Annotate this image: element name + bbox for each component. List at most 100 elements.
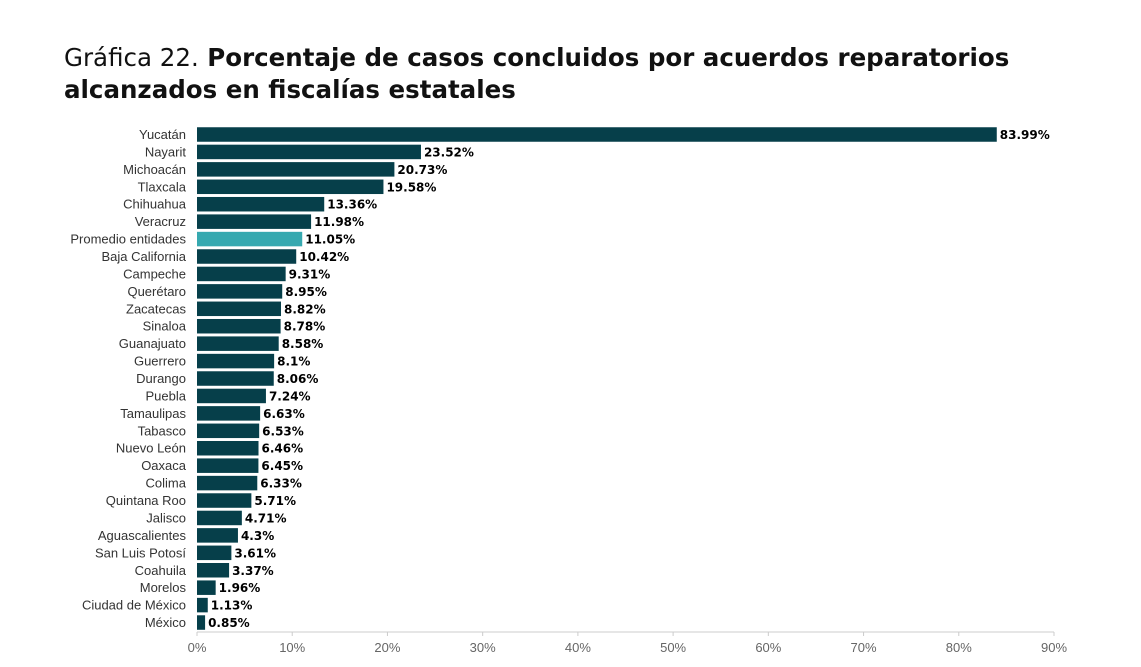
bar [197, 371, 274, 386]
data-label: 4.3% [241, 529, 274, 543]
x-tick-label: 60% [755, 640, 781, 655]
bar [197, 615, 206, 630]
category-label: Michoacán [123, 162, 186, 177]
bar [197, 475, 258, 491]
data-label: 8.58% [282, 337, 324, 351]
bar [197, 284, 283, 299]
category-label: Guerrero [134, 354, 186, 369]
x-tick-label: 50% [660, 640, 686, 655]
data-label: 83.99% [1000, 128, 1050, 142]
bar [197, 127, 997, 142]
data-label: 19.58% [386, 180, 436, 194]
data-label: 6.63% [263, 407, 305, 421]
bar [197, 318, 281, 334]
data-label: 8.1% [277, 355, 310, 369]
x-tick-label: 80% [946, 640, 972, 655]
data-label: 6.33% [260, 477, 302, 491]
category-label: Sinaloa [143, 319, 187, 334]
data-label: 11.98% [314, 215, 364, 229]
data-label: 4.71% [245, 511, 287, 525]
category-label: Coahuila [135, 563, 187, 578]
bar [197, 196, 325, 212]
category-label: México [145, 615, 186, 630]
category-label: Tabasco [138, 423, 186, 438]
x-tick-label: 70% [851, 640, 877, 655]
category-label: Aguascalientes [98, 528, 187, 543]
x-tick-label: 90% [1041, 640, 1067, 655]
data-label: 6.53% [262, 424, 304, 438]
bar [197, 580, 216, 595]
x-tick-label: 10% [279, 640, 305, 655]
bar [197, 563, 230, 578]
x-tick-label: 40% [565, 640, 591, 655]
category-label: Querétaro [127, 284, 186, 299]
x-tick-label: 30% [470, 640, 496, 655]
x-tick-label: 0% [188, 640, 207, 655]
data-label: 1.96% [219, 581, 261, 595]
data-label: 8.95% [285, 285, 327, 299]
bar [197, 231, 303, 247]
data-label: 8.82% [284, 302, 326, 316]
category-label: Zacatecas [126, 301, 186, 316]
data-label: 8.78% [284, 320, 326, 334]
data-label: 3.37% [232, 564, 274, 578]
data-label: 0.85% [208, 616, 250, 630]
bar [197, 440, 259, 456]
bar [197, 528, 238, 543]
category-label: Oaxaca [141, 458, 187, 473]
category-label: Promedio entidades [70, 232, 186, 247]
bar [197, 353, 275, 369]
data-label: 23.52% [424, 145, 474, 159]
bar [197, 249, 297, 264]
category-label: Puebla [146, 388, 187, 403]
bar [197, 162, 395, 177]
bar [197, 336, 279, 351]
chart-title: Gráfica 22. Porcentaje de casos concluid… [64, 42, 1104, 106]
chart-title-prefix: Gráfica 22. [64, 43, 199, 72]
bar [197, 597, 208, 613]
data-label: 9.31% [289, 267, 331, 281]
category-label: Chihuahua [123, 197, 187, 212]
category-label: Colima [146, 476, 187, 491]
chart-title-main: Porcentaje de casos concluidos por acuer… [64, 43, 1010, 104]
data-label: 5.71% [254, 494, 296, 508]
category-label: Jalisco [146, 510, 186, 525]
category-label: Nayarit [145, 144, 187, 159]
category-label: Ciudad de México [82, 598, 186, 613]
category-label: Durango [136, 371, 186, 386]
data-label: 1.13% [211, 599, 253, 613]
bar [197, 545, 232, 561]
data-label: 8.06% [277, 372, 319, 386]
data-label: 20.73% [397, 163, 447, 177]
bar [197, 423, 260, 439]
bar [197, 406, 261, 421]
data-label: 6.45% [261, 459, 303, 473]
data-label: 3.61% [234, 546, 276, 560]
category-label: Quintana Roo [106, 493, 186, 508]
x-tick-label: 20% [374, 640, 400, 655]
category-label: Nuevo León [116, 441, 186, 456]
category-label: Baja California [101, 249, 186, 264]
bar [197, 301, 281, 317]
category-label: Guanajuato [119, 336, 186, 351]
data-label: 7.24% [269, 389, 311, 403]
data-label: 11.05% [305, 233, 355, 247]
bar [197, 388, 266, 404]
category-label: Morelos [140, 580, 187, 595]
category-label: Tlaxcala [138, 179, 187, 194]
bar [197, 214, 312, 229]
bar [197, 510, 242, 526]
bar [197, 458, 259, 473]
category-label: San Luis Potosí [95, 545, 186, 560]
data-label: 10.42% [299, 250, 349, 264]
bar [197, 493, 252, 508]
category-label: Veracruz [135, 214, 186, 229]
category-label: Yucatán [139, 127, 186, 142]
bar [197, 144, 421, 160]
category-label: Campeche [123, 266, 186, 281]
bar [197, 179, 384, 195]
data-label: 13.36% [327, 198, 377, 212]
data-label: 6.46% [262, 442, 304, 456]
bar [197, 266, 286, 282]
